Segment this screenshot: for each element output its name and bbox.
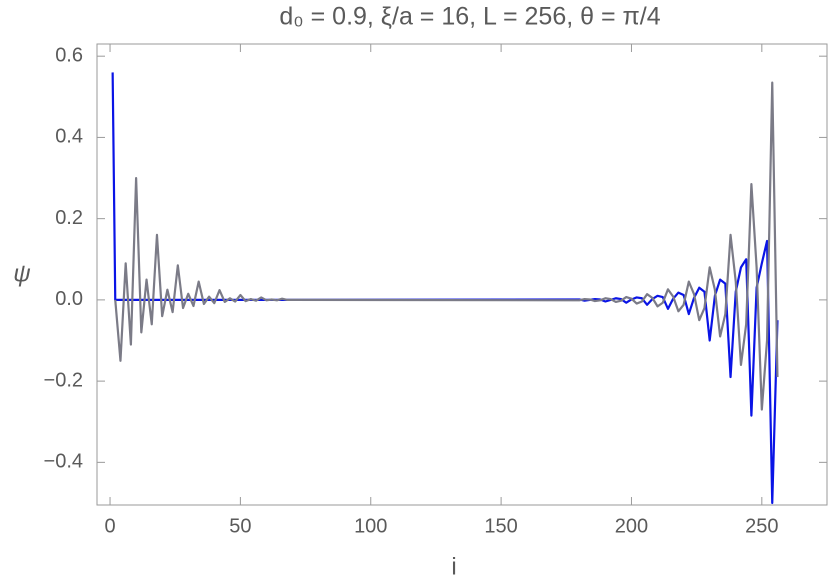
y-tick-label: 0.0 [55,288,83,310]
y-tick-label: 0.2 [55,207,83,229]
x-tick-label: 100 [354,515,387,537]
x-tick-label: 250 [745,515,778,537]
x-tick-label: 50 [229,515,251,537]
x-tick-label: 0 [104,515,115,537]
line-series [111,72,779,505]
plot-frame [96,43,828,506]
chart-title: d₀ = 0.9, ξ/a = 16, L = 256, θ = π/4 [279,3,660,31]
y-tick-label: 0.6 [55,44,83,66]
y-axis-label: ψ [13,260,30,287]
line-series [114,81,779,411]
x-axis-label: i [451,553,456,580]
y-tick-label: −0.4 [44,451,83,473]
y-tick-label: −0.2 [44,369,83,391]
x-tick-label: 200 [615,515,648,537]
x-tick-label: 150 [484,515,517,537]
y-tick-label: 0.4 [55,126,83,148]
